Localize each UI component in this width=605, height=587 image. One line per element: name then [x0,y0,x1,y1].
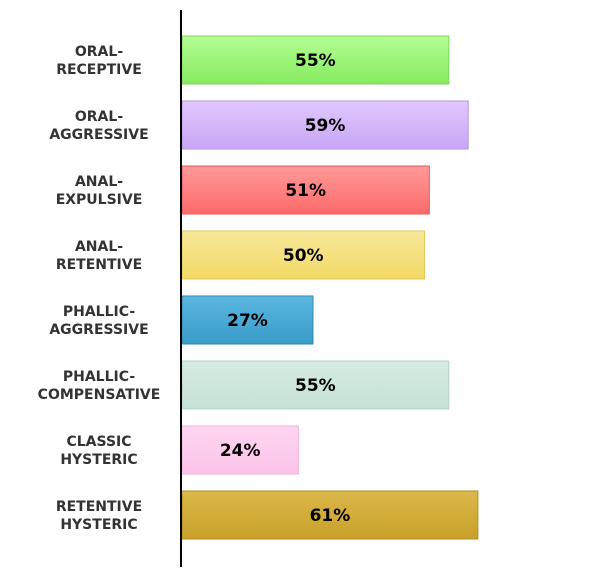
bar-value-label: 51% [285,181,326,201]
bar-value-label: 27% [227,311,268,331]
category-label: PHALLIC-COMPENSATIVE [38,369,161,403]
bar-value-label: 59% [305,116,346,136]
bar-value-label: 55% [295,376,336,396]
category-label: CLASSIC HYSTERIC [60,434,137,468]
category-label: RETENTIVE HYSTERIC [56,499,142,533]
bars-group: 55% 59% 51% 50% 27% 55% 24% 61% [181,35,479,540]
category-label: ORAL-AGGRESSIVE [49,109,148,143]
category-label: ANAL-EXPULSIVE [56,174,143,208]
bar-value-label: 61% [310,506,351,526]
bar-value-label: 24% [220,441,261,461]
bar [181,425,299,475]
bar [181,35,450,85]
bar-value-label: 55% [295,51,336,71]
category-label: ANAL-RETENTIVE [56,239,142,273]
category-labels-group: ORAL-RECEPTIVE ORAL-AGGRESSIVE ANAL-EXPULS… [38,44,161,533]
bar [181,360,450,410]
bar [181,230,425,280]
category-label: ORAL-RECEPTIVE [56,44,142,78]
bar-value-label: 50% [283,246,324,266]
bar [181,165,430,215]
category-label: PHALLIC-AGGRESSIVE [49,304,148,338]
bar [181,100,469,150]
bar [181,295,314,345]
